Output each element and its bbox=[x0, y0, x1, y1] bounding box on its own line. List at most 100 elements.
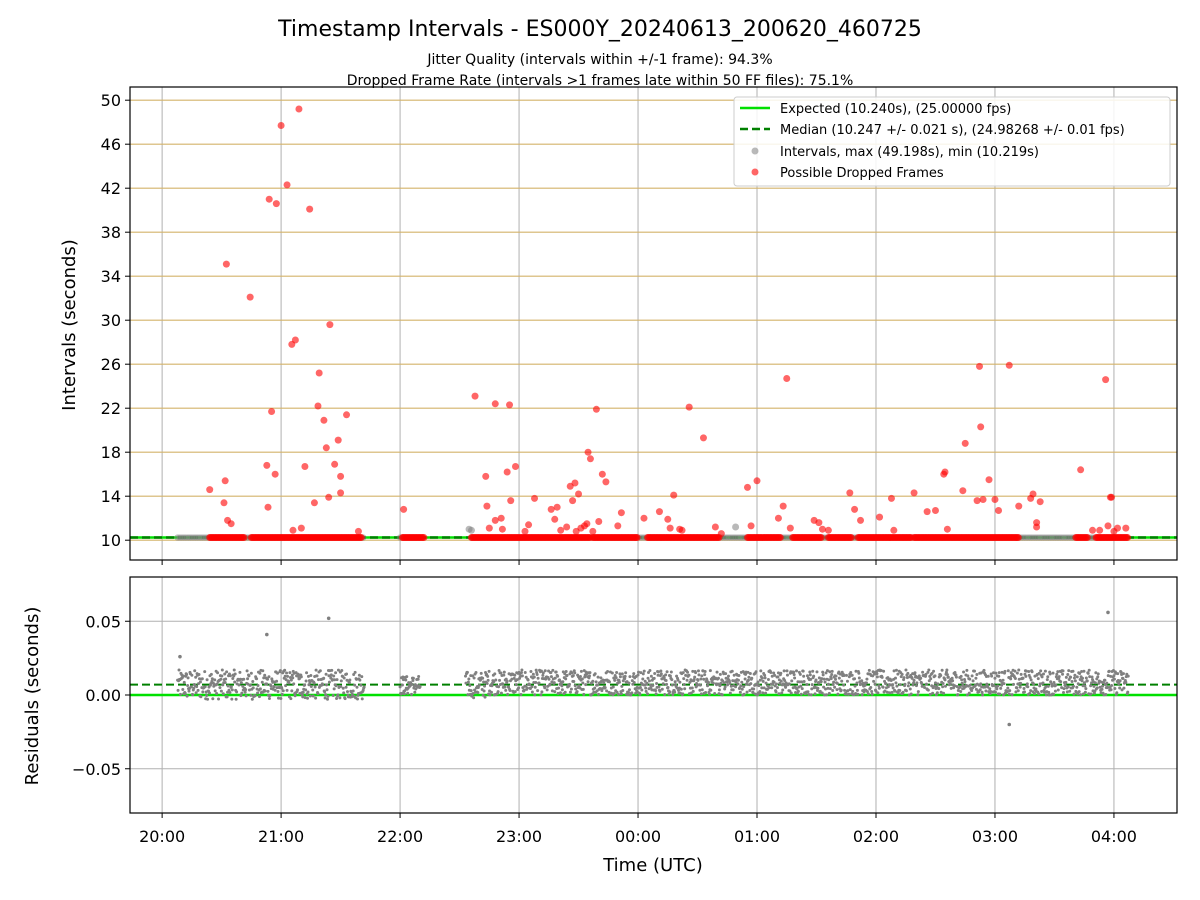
residual-point bbox=[1092, 684, 1096, 688]
residual-point bbox=[849, 671, 853, 675]
residual-point bbox=[780, 691, 784, 695]
residual-point bbox=[490, 684, 494, 688]
residual-point bbox=[857, 676, 861, 680]
dropped-frame-point bbox=[887, 494, 895, 502]
residual-point bbox=[221, 683, 225, 687]
residual-point bbox=[215, 691, 219, 695]
residual-point bbox=[614, 676, 618, 680]
residual-point bbox=[512, 676, 516, 680]
residual-point bbox=[816, 686, 820, 690]
residual-point bbox=[951, 679, 955, 683]
residual-point bbox=[970, 674, 974, 678]
residual-point bbox=[345, 672, 349, 676]
residual-point bbox=[696, 669, 700, 673]
residual-point bbox=[799, 684, 803, 688]
residual-point bbox=[1076, 682, 1080, 686]
residual-point bbox=[758, 678, 762, 682]
residual-point bbox=[194, 691, 198, 695]
residual-point bbox=[1013, 676, 1017, 680]
residual-point bbox=[699, 692, 703, 696]
residual-point bbox=[289, 678, 293, 682]
residual-point bbox=[788, 689, 792, 693]
residual-point bbox=[1116, 672, 1120, 676]
residual-point bbox=[746, 678, 750, 682]
residual-point bbox=[979, 682, 983, 686]
residual-point bbox=[1084, 676, 1088, 680]
residual-point bbox=[1018, 685, 1022, 689]
residual-point bbox=[659, 669, 663, 673]
residual-point bbox=[586, 680, 590, 684]
residual-point bbox=[268, 694, 272, 698]
residual-point bbox=[1055, 672, 1059, 676]
residual-point bbox=[752, 687, 756, 691]
dropped-frame-point bbox=[325, 493, 333, 501]
residual-point bbox=[980, 690, 984, 694]
residual-point bbox=[263, 673, 267, 677]
residual-point bbox=[967, 691, 971, 695]
residual-point bbox=[924, 672, 928, 676]
residual-point bbox=[466, 693, 470, 697]
residual-point bbox=[884, 682, 888, 686]
residual-point bbox=[956, 689, 960, 693]
residual-point bbox=[960, 681, 964, 685]
legend-intervals-label: Intervals, max (49.198s), min (10.219s) bbox=[780, 145, 1039, 160]
residual-point bbox=[1025, 682, 1029, 686]
residual-point bbox=[889, 679, 893, 683]
dropped-frame-point bbox=[483, 502, 491, 510]
residual-point bbox=[941, 685, 945, 689]
residual-point bbox=[1083, 690, 1087, 694]
dropped-frame-point bbox=[1005, 361, 1013, 369]
residual-point bbox=[618, 672, 622, 676]
residual-point bbox=[796, 689, 800, 693]
residual-point bbox=[866, 692, 870, 696]
residual-point bbox=[910, 676, 914, 680]
dropped-frame-point bbox=[959, 487, 967, 495]
residual-point bbox=[181, 674, 185, 678]
residual-point bbox=[1119, 670, 1123, 674]
dropped-frame-point bbox=[326, 321, 334, 329]
residual-point bbox=[827, 691, 831, 695]
residual-point bbox=[240, 691, 244, 695]
dropped-frame-point bbox=[246, 293, 254, 301]
residual-point bbox=[1096, 675, 1100, 679]
residual-point bbox=[763, 676, 767, 680]
residual-point bbox=[817, 676, 821, 680]
residual-point bbox=[358, 678, 362, 682]
residual-point bbox=[648, 683, 652, 687]
residual-point bbox=[1084, 687, 1088, 691]
residual-point bbox=[517, 686, 521, 690]
residual-point bbox=[561, 680, 565, 684]
dropped-frame-point bbox=[818, 525, 826, 533]
intervals-y-tick-label: 10 bbox=[101, 531, 121, 550]
residual-point bbox=[306, 690, 310, 694]
residual-point bbox=[1073, 679, 1077, 683]
residual-point bbox=[619, 692, 623, 696]
residual-point bbox=[257, 695, 261, 699]
residual-point bbox=[296, 688, 300, 692]
residual-point bbox=[335, 678, 339, 682]
residual-point bbox=[239, 694, 243, 698]
residual-point bbox=[213, 678, 217, 682]
residual-point bbox=[644, 686, 648, 690]
residual-point bbox=[1107, 669, 1111, 673]
residual-point bbox=[219, 689, 223, 693]
dropped-frame-point bbox=[337, 489, 345, 497]
residual-point bbox=[982, 668, 986, 672]
residual-point bbox=[473, 688, 477, 692]
residual-point bbox=[1032, 691, 1036, 695]
residual-point bbox=[1016, 689, 1020, 693]
residual-point bbox=[1032, 682, 1036, 686]
residual-point bbox=[984, 689, 988, 693]
dropped-frame-point bbox=[1014, 534, 1022, 542]
residual-point bbox=[760, 686, 764, 690]
residual-point bbox=[330, 668, 334, 672]
dropped-frame-point bbox=[857, 516, 865, 524]
dropped-frame-point bbox=[910, 489, 918, 497]
residual-point bbox=[196, 688, 200, 692]
residual-point bbox=[920, 682, 924, 686]
dropped-frame-point bbox=[1077, 466, 1085, 474]
residual-point bbox=[479, 671, 483, 675]
residual-point bbox=[239, 681, 243, 685]
residual-point bbox=[1042, 672, 1046, 676]
residual-point bbox=[483, 684, 487, 688]
